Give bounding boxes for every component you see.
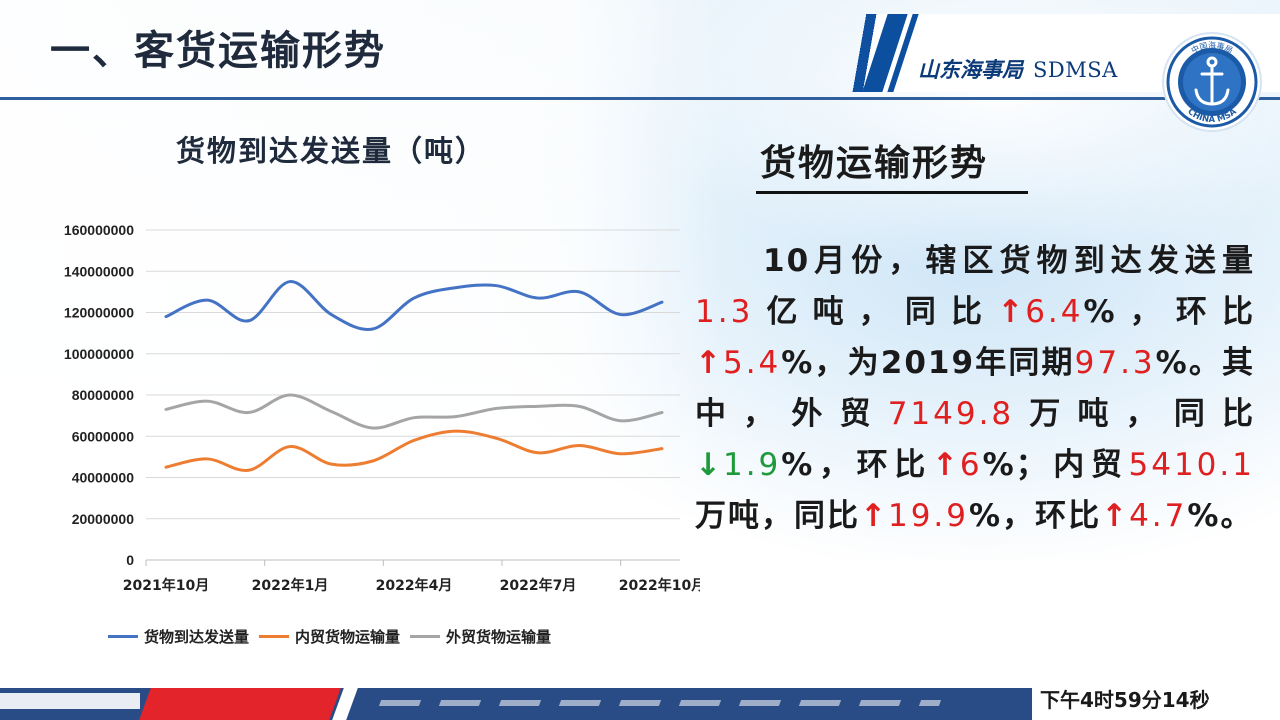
arrow-down-icon: ↓ [695,447,723,483]
text-intro: 10月份，辖区货物到达发送量 [763,243,1255,279]
total-mom: 5.4 [722,345,782,381]
china-msa-emblem: 中国海事局 CHINA MSA [1164,34,1260,130]
x-tick-label: 2022年1月 [252,577,329,594]
legend-item: 内贸货物运输量 [259,626,400,647]
org-abbreviation: SDMSA [1033,58,1118,82]
text-foreign-intro: 。其中，外贸 [695,345,1255,432]
footer-red-segment [139,688,341,720]
y-tick-label: 20000000 [72,511,135,527]
timestamp: 下午4时59分14秒 [1040,688,1210,712]
legend-item: 货物到达发送量 [108,626,249,647]
legend-label: 外贸货物运输量 [446,628,552,646]
footer-time-background [1032,682,1280,720]
pct-sign: % [982,447,1016,483]
domestic-mom: 4.7 [1129,498,1188,534]
chart-legend: 货物到达发送量 内贸货物运输量 外贸货物运输量 [108,626,551,647]
anchor-emblem-icon: 中国海事局 CHINA MSA [1166,36,1258,128]
legend-label: 内贸货物运输量 [295,628,401,646]
text-mom: ，环比 [1116,294,1256,330]
series-line [164,280,664,331]
text-unit: 亿吨，同比 [753,294,998,330]
y-tick-label: 100000000 [64,346,134,362]
total-yoy: 6.4 [1025,294,1084,330]
arrow-up-icon: ↑ [860,498,888,534]
x-tick-label: 2022年4月 [376,577,453,594]
domestic-yoy: 19.9 [887,498,970,534]
series-line [164,393,664,430]
foreign-total: 7149.8 [887,396,1015,432]
arrow-up-icon: ↑ [1101,498,1130,534]
text-vs2019: ，为2019年同期 [814,345,1075,381]
y-tick-label: 40000000 [72,470,135,486]
legend-label: 货物到达发送量 [144,628,250,646]
series-line [164,429,664,472]
x-axis-ticks: 2021年10月 2022年1月 2022年4月 2022年7月 2022年10月 [123,577,700,594]
text-domestic-unit: 万吨，同比 [695,498,860,534]
arrow-up-icon: ↑ [931,447,960,483]
background-fade [0,0,720,560]
arrow-up-icon: ↑ [997,294,1026,330]
pct-sign: % [781,345,815,381]
y-tick-label: 80000000 [72,387,135,403]
y-tick-label: 60000000 [72,428,135,444]
pct-sign: % [1155,345,1189,381]
page-title: 一、客货运输形势 [50,28,386,74]
text-mom: ，环比 [814,447,932,483]
text-domestic-intro: ；内贸 [1015,447,1129,483]
org-name-calligraphy: 山东海事局 [918,57,1023,82]
legend-swatch [259,635,290,638]
emblem-text-top: 中国海事局 [1189,40,1234,55]
total-vs2019: 97.3 [1074,345,1156,381]
y-tick-label: 140000000 [64,263,134,279]
text-end: 。 [1220,498,1254,534]
pct-sign: % [1187,498,1221,534]
foreign-yoy: 1.9 [722,447,782,483]
y-tick-label: 120000000 [64,305,134,321]
pct-sign: % [969,498,1003,534]
line-chart: 0 20000000 40000000 60000000 80000000 1000000… [64,222,700,594]
legend-item: 外贸货物运输量 [410,626,551,647]
pct-sign: % [1083,294,1117,330]
chart-series [164,280,664,472]
y-axis-ticks: 0 20000000 40000000 60000000 80000000 1000000… [64,222,134,568]
arrow-up-icon: ↑ [695,345,723,381]
y-tick-label: 0 [126,552,134,568]
footer-white-segment [0,693,140,709]
text-mom: ，环比 [1002,498,1102,534]
legend-swatch [410,635,441,638]
section-heading-underline [756,191,1028,194]
x-tick-label: 2021年10月 [123,577,209,594]
x-axis [145,559,680,566]
org-logo-text: 山东海事局 SDMSA [918,54,1118,84]
y-tick-label: 160000000 [64,222,134,238]
text-foreign-unit: 万吨，同比 [1014,396,1256,432]
chart-title: 货物到达发送量（吨） [176,134,487,168]
pct-sign: % [781,447,815,483]
summary-paragraph: 10月份，辖区货物到达发送量1.3亿吨，同比↑6.4%，环比↑5.4%，为201… [695,236,1255,542]
x-tick-label: 2022年7月 [500,577,577,594]
foreign-mom: 6 [959,447,983,483]
x-tick-label: 2022年10月 [619,577,700,594]
header-divider [0,97,1280,100]
section-heading: 货物运输形势 [760,143,989,184]
legend-swatch [108,635,138,638]
chart-gridlines [146,229,680,520]
total-volume: 1.3 [695,294,754,330]
domestic-total: 5410.1 [1128,447,1255,483]
footer-dash-pattern [378,700,942,706]
